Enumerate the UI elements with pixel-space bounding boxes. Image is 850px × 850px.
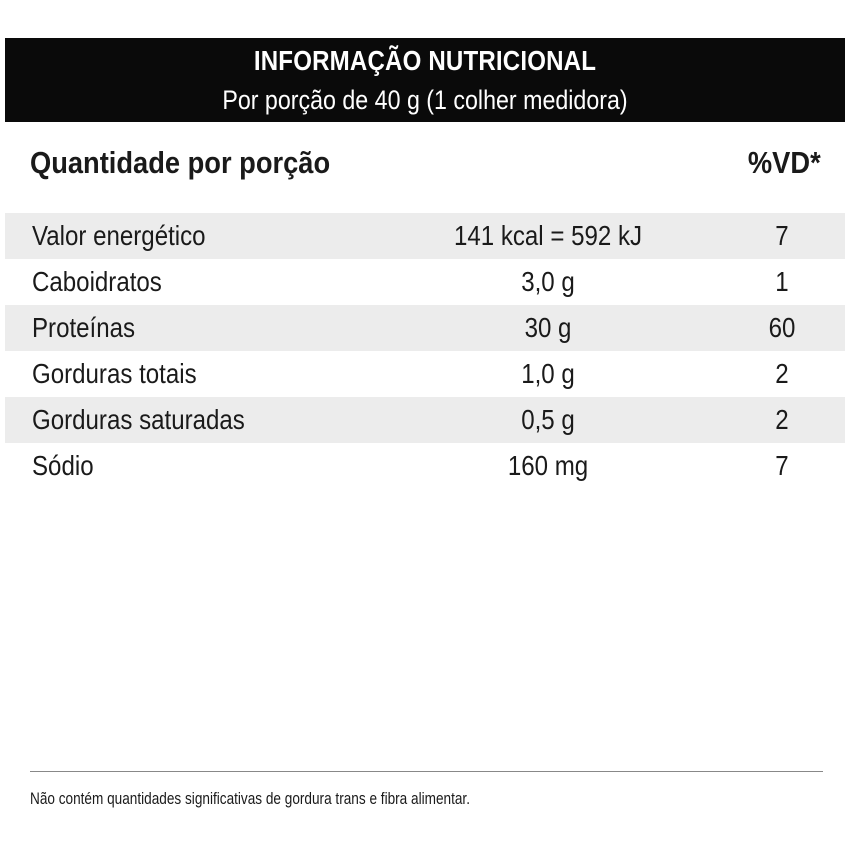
nutrient-amount: 3,0 g	[521, 266, 575, 297]
nutrient-amount: 160 mg	[507, 450, 589, 481]
table-row-saturated-fat: Gorduras saturadas 0,5 g 2	[5, 397, 845, 443]
nutrition-table: Valor energético 141 kcal = 592 kJ 7 Cab…	[5, 213, 845, 489]
header-subtitle: Por porção de 40 g (1 colher medidora)	[222, 85, 628, 115]
nutrient-name: Gorduras saturadas	[32, 404, 245, 435]
nutrient-vd: 2	[775, 358, 789, 389]
table-row-carbohydrates: Caboidratos 3,0 g 1	[5, 259, 845, 305]
footnote: Não contém quantidades significativas de…	[30, 789, 470, 808]
vd-column-heading: %VD*	[748, 145, 821, 180]
nutrient-vd: 7	[775, 220, 789, 251]
table-row-energy: Valor energético 141 kcal = 592 kJ 7	[5, 213, 845, 259]
nutrient-vd: 1	[775, 266, 789, 297]
nutrient-name: Caboidratos	[32, 266, 162, 297]
quantity-column-heading: Quantidade por porção	[30, 145, 331, 180]
nutrient-name: Gorduras totais	[32, 358, 197, 389]
nutrient-amount: 1,0 g	[521, 358, 575, 389]
nutrient-amount: 0,5 g	[521, 404, 575, 435]
table-row-sodium: Sódio 160 mg 7	[5, 443, 845, 489]
nutrient-amount: 141 kcal = 592 kJ	[453, 220, 643, 251]
table-row-total-fat: Gorduras totais 1,0 g 2	[5, 351, 845, 397]
nutrient-name: Proteínas	[32, 312, 136, 343]
table-row-proteins: Proteínas 30 g 60	[5, 305, 845, 351]
nutrition-header: INFORMAÇÃO NUTRICIONAL Por porção de 40 …	[5, 38, 845, 122]
nutrient-name: Valor energético	[32, 220, 206, 251]
footnote-divider	[30, 771, 823, 772]
nutrient-vd: 2	[775, 404, 789, 435]
header-title: INFORMAÇÃO NUTRICIONAL	[253, 45, 597, 76]
nutrient-name: Sódio	[32, 450, 94, 481]
nutrient-vd: 7	[775, 450, 789, 481]
nutrient-vd: 60	[768, 312, 796, 343]
nutrient-amount: 30 g	[524, 312, 572, 343]
